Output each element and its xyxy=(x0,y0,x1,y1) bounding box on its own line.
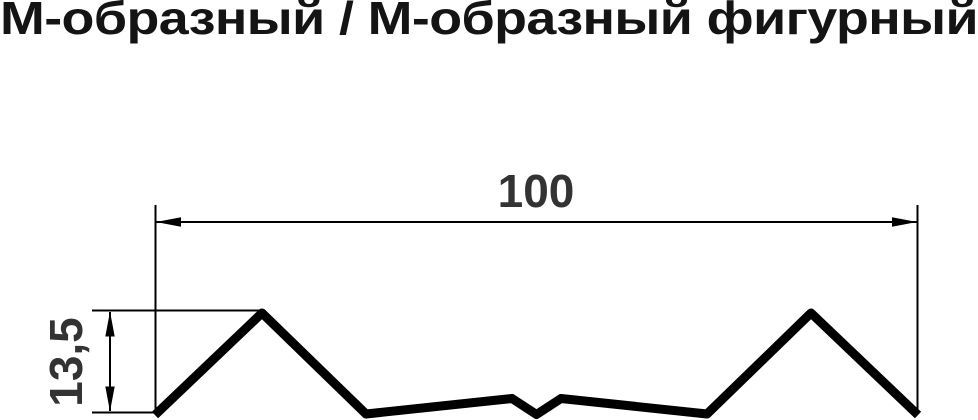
arrow-down-icon xyxy=(105,386,115,412)
profile-outline xyxy=(151,308,922,419)
width-dimension-label: 100 xyxy=(497,165,575,217)
arrow-right-icon xyxy=(892,217,917,227)
page-title: М-образный / М-образный фигурный xyxy=(0,0,978,44)
page-title-text: М-образный / М-образный фигурный xyxy=(0,0,978,44)
height-dimension-label: 13,5 xyxy=(40,317,92,407)
height-dimension-arrows xyxy=(105,311,115,412)
width-dimension xyxy=(154,205,919,414)
width-dimension-arrows xyxy=(156,217,917,227)
arrow-up-icon xyxy=(105,311,115,337)
arrow-left-icon xyxy=(156,217,181,227)
